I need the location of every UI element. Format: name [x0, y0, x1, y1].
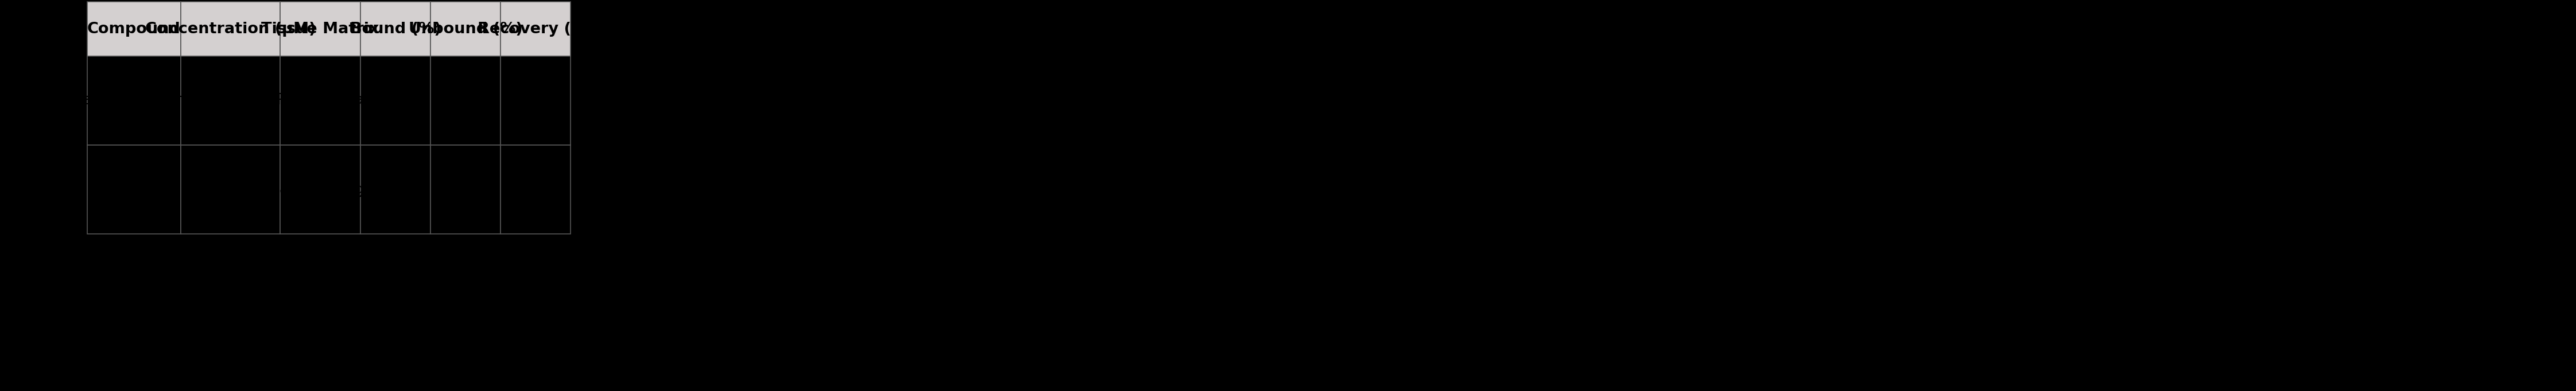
- Text: Bound (%): Bound (%): [350, 22, 440, 36]
- Bar: [281, 2, 361, 56]
- Text: Carbamazepine: Carbamazepine: [72, 93, 196, 108]
- Text: 65.5: 65.5: [379, 93, 412, 108]
- Text: Concentration (μM): Concentration (μM): [144, 22, 317, 36]
- Bar: [281, 56, 361, 145]
- Text: Unbound (%): Unbound (%): [410, 22, 523, 36]
- Bar: [88, 2, 180, 56]
- Bar: [180, 145, 281, 234]
- Bar: [500, 2, 569, 56]
- Bar: [361, 145, 430, 234]
- Text: 10: 10: [222, 93, 240, 108]
- Text: Compound: Compound: [88, 22, 180, 36]
- Bar: [361, 56, 430, 145]
- Bar: [180, 2, 281, 56]
- Text: 75.0: 75.0: [448, 182, 482, 197]
- Bar: [361, 2, 430, 56]
- Bar: [281, 145, 361, 234]
- Text: Tissue Matrix: Tissue Matrix: [260, 22, 379, 36]
- Text: 108.3: 108.3: [513, 93, 559, 108]
- Text: 34.5: 34.5: [448, 93, 482, 108]
- Bar: [430, 145, 500, 234]
- Bar: [180, 56, 281, 145]
- Text: 98.9: 98.9: [518, 182, 554, 197]
- Bar: [430, 56, 500, 145]
- Bar: [430, 2, 500, 56]
- Text: Rat Plasma: Rat Plasma: [276, 93, 363, 108]
- Bar: [88, 145, 180, 234]
- Bar: [500, 56, 569, 145]
- Text: Recovery (%): Recovery (%): [477, 22, 592, 36]
- Bar: [500, 145, 569, 234]
- Text: Rat Brain Homogenate: Rat Brain Homogenate: [232, 182, 410, 197]
- Bar: [88, 56, 180, 145]
- Text: 25.0: 25.0: [379, 182, 412, 197]
